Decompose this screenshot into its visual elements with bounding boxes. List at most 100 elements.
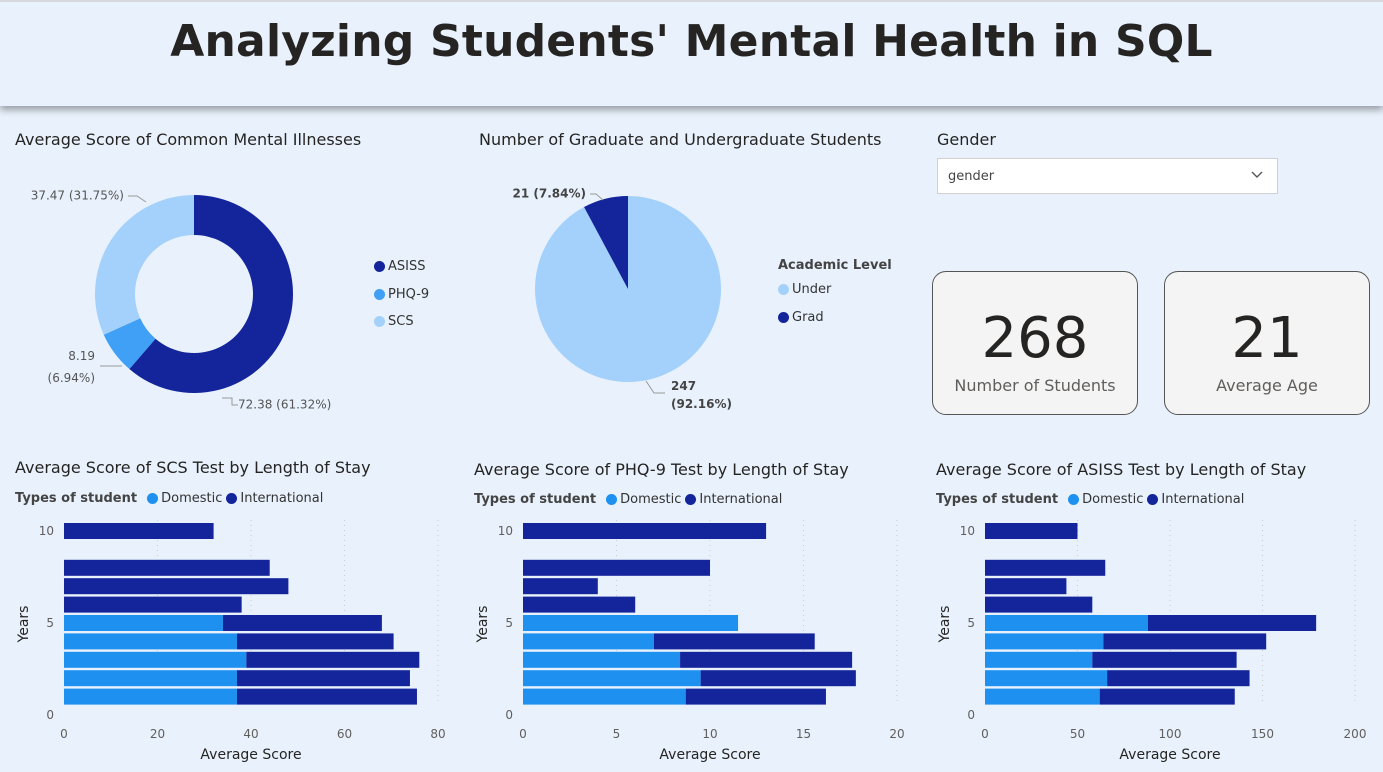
scs-y-tick-10: 10 bbox=[39, 524, 54, 538]
pie-legend: Academic Level Under Grad bbox=[778, 258, 892, 331]
scs-bar-domestic-year-5 bbox=[64, 615, 223, 631]
phq9-bar-chart: 0 5 10 15 20 0 5 10 Average Score Years bbox=[475, 520, 905, 763]
phq9-bar-international-year-3 bbox=[680, 651, 853, 668]
donut-label-scs: 37.47 (31.75%) bbox=[31, 189, 124, 203]
phq9-chart-title: Average Score of PHQ-9 Test by Length of… bbox=[474, 460, 849, 479]
pie-legend-title: Academic Level bbox=[778, 258, 892, 273]
phq9-bar-international-year-4 bbox=[653, 633, 815, 650]
scs-bar-domestic-year-3 bbox=[64, 651, 247, 668]
gender-dropdown[interactable]: gender bbox=[937, 158, 1278, 194]
phq9-bar-domestic-year-1 bbox=[523, 688, 686, 705]
card-average-age: 21 Average Age bbox=[1164, 271, 1370, 415]
phq9-bar-international-year-2 bbox=[700, 670, 856, 687]
gender-slicer-title: Gender bbox=[937, 130, 996, 149]
pie-chart: 21 (7.84%) 247 (92.16%) bbox=[513, 187, 732, 412]
phq9-bar-domestic-year-2 bbox=[523, 670, 701, 687]
legend-label-under: Under bbox=[792, 282, 832, 298]
donut-chart-title: Average Score of Common Mental Illnesses bbox=[15, 130, 362, 149]
asiss-bar-international-year-8 bbox=[985, 559, 1106, 576]
phq9-bar-domestic-year-5 bbox=[523, 615, 739, 631]
asiss-bar-international-year-5 bbox=[1147, 615, 1317, 631]
scs-bar-international-year-2 bbox=[236, 670, 410, 687]
donut-label-asiss: 72.38 (61.32%) bbox=[238, 398, 331, 412]
phq9-x-tick-15: 15 bbox=[796, 727, 811, 741]
asiss-bar-international-year-4 bbox=[1103, 633, 1267, 650]
asiss-legend-international: International bbox=[1161, 492, 1245, 507]
asiss-x-tick-50: 50 bbox=[1070, 727, 1085, 741]
gender-dropdown-value: gender bbox=[948, 169, 995, 184]
pie-label-under-value: 247 bbox=[671, 379, 696, 393]
pie-leader-grad bbox=[590, 193, 604, 201]
legend-label-phq9: PHQ-9 bbox=[388, 286, 430, 302]
phq9-x-tick-20: 20 bbox=[889, 727, 904, 741]
scs-bar-international-year-7 bbox=[64, 578, 289, 595]
card-students-value: 268 bbox=[981, 306, 1089, 371]
scs-bar-international-year-3 bbox=[246, 651, 420, 668]
scs-bar-domestic-year-2 bbox=[64, 670, 237, 687]
phq9-x-tick-0: 0 bbox=[519, 727, 527, 741]
chevron-down-icon bbox=[1251, 171, 1263, 178]
asiss-bar-international-year-6 bbox=[985, 596, 1093, 613]
donut-slice-phq9 bbox=[103, 318, 156, 370]
scs-bar-international-year-4 bbox=[236, 633, 394, 650]
asiss-x-tick-150: 150 bbox=[1251, 727, 1274, 741]
legend-label-asiss: ASISS bbox=[388, 259, 426, 275]
scs-legend-title: Types of student bbox=[15, 491, 138, 506]
scs-x-tick-40: 40 bbox=[243, 727, 258, 741]
pie-label-grad: 21 (7.84%) bbox=[513, 187, 586, 201]
phq9-legend-dot-domestic bbox=[606, 494, 618, 505]
legend-dot-under bbox=[778, 284, 789, 296]
phq9-legend-international: International bbox=[699, 492, 783, 507]
card-age-value: 21 bbox=[1231, 306, 1303, 371]
asiss-x-tick-100: 100 bbox=[1159, 727, 1182, 741]
donut-slice-asiss bbox=[129, 195, 293, 393]
scs-y-tick-0: 0 bbox=[46, 708, 54, 722]
asiss-bar-international-year-1 bbox=[1099, 688, 1235, 705]
asiss-legend-dot-domestic bbox=[1068, 494, 1080, 505]
phq9-bar-domestic-year-4 bbox=[523, 633, 654, 650]
pie-label-under-pct: (92.16%) bbox=[671, 397, 732, 411]
pie-chart-title: Number of Graduate and Undergraduate Stu… bbox=[479, 130, 882, 149]
donut-label-phq9-value: 8.19 bbox=[68, 349, 95, 363]
phq9-x-tick-5: 5 bbox=[613, 727, 621, 741]
scs-bar-international-year-5 bbox=[222, 615, 382, 631]
phq9-y-tick-10: 10 bbox=[498, 524, 513, 538]
scs-bar-international-year-1 bbox=[236, 688, 417, 705]
asiss-bar-international-year-10 bbox=[985, 523, 1078, 539]
scs-bar-chart: 0 20 40 60 80 0 5 10 Average Score Years bbox=[16, 520, 446, 763]
asiss-y-tick-10: 10 bbox=[960, 524, 975, 538]
asiss-bar-domestic-year-4 bbox=[985, 633, 1104, 650]
phq9-y-tick-5: 5 bbox=[505, 616, 513, 630]
scs-x-tick-60: 60 bbox=[337, 727, 352, 741]
legend-dot-scs bbox=[374, 316, 385, 328]
scs-x-axis-label: Average Score bbox=[200, 747, 301, 763]
legend-label-scs: SCS bbox=[388, 314, 414, 330]
pie-leader-under bbox=[645, 380, 665, 394]
phq9-bar-domestic-year-3 bbox=[523, 651, 681, 668]
legend-label-grad: Grad bbox=[792, 309, 824, 325]
scs-y-tick-5: 5 bbox=[46, 616, 54, 630]
phq9-legend-dot-international bbox=[685, 494, 697, 505]
phq9-bar-international-year-7 bbox=[523, 578, 598, 595]
scs-x-tick-80: 80 bbox=[430, 727, 445, 741]
asiss-chart-legend: Types of student Domestic International bbox=[936, 492, 1244, 507]
asiss-y-tick-5: 5 bbox=[967, 616, 975, 630]
phq9-bar-international-year-8 bbox=[523, 559, 710, 576]
card-students-label: Number of Students bbox=[954, 376, 1116, 395]
page-title: Analyzing Students' Mental Health in SQL bbox=[170, 16, 1213, 67]
donut-slice-scs bbox=[95, 195, 194, 335]
phq9-bar-international-year-10 bbox=[523, 523, 767, 539]
phq9-bar-international-year-6 bbox=[523, 596, 636, 613]
asiss-bar-international-year-7 bbox=[985, 578, 1067, 595]
asiss-bar-domestic-year-2 bbox=[985, 670, 1108, 687]
asiss-y-axis-label: Years bbox=[937, 606, 953, 644]
asiss-x-tick-200: 200 bbox=[1344, 727, 1367, 741]
card-age-label: Average Age bbox=[1216, 376, 1318, 395]
scs-legend-domestic: Domestic bbox=[161, 491, 223, 506]
asiss-x-axis-label: Average Score bbox=[1119, 747, 1220, 763]
scs-x-tick-20: 20 bbox=[150, 727, 165, 741]
asiss-y-tick-0: 0 bbox=[967, 708, 975, 722]
scs-y-axis-label: Years bbox=[16, 606, 32, 644]
phq9-x-tick-10: 10 bbox=[702, 727, 717, 741]
asiss-bar-chart: 0 50 100 150 200 0 5 10 Average Score Years bbox=[937, 520, 1367, 763]
